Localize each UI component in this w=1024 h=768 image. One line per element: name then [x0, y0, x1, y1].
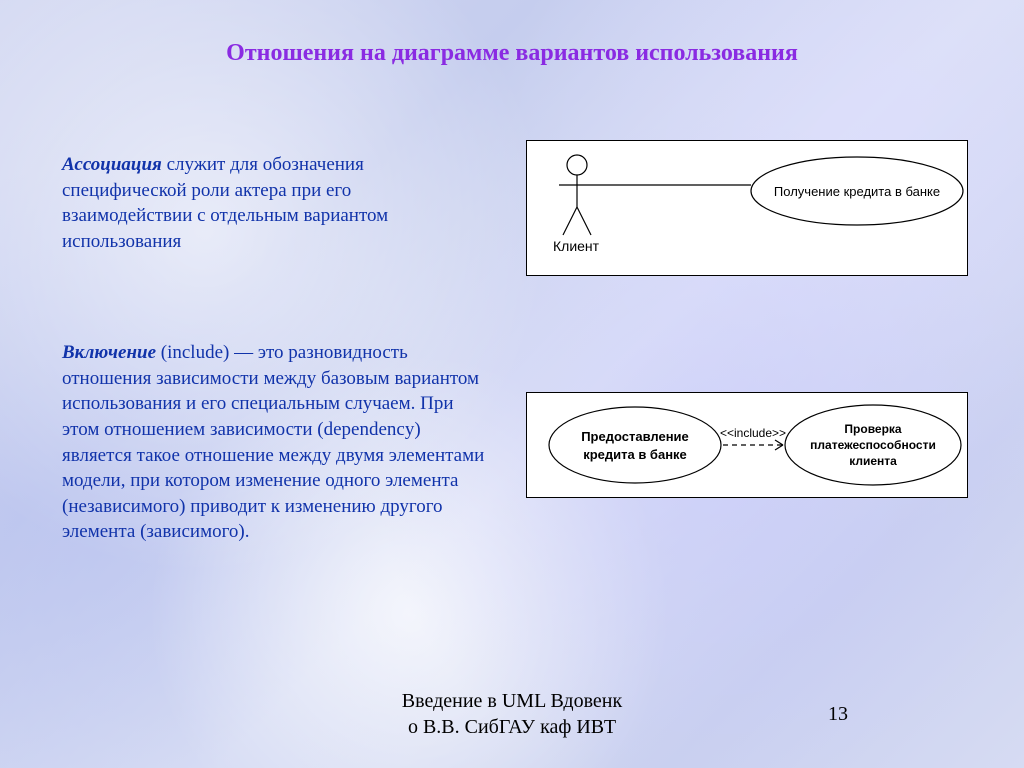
diagram-include: Предоставление кредита в банке Проверка пла… — [526, 392, 968, 498]
paragraph-association: Ассоциация служит для обозначения специф… — [62, 152, 462, 255]
term-include: Включение — [62, 342, 156, 363]
paragraph-include: Включение (include) — это разновидность … — [62, 340, 486, 545]
footer: Введение в UML Вдовенк о В.В. СибГАУ каф… — [0, 688, 1024, 740]
svg-text:Предоставление: Предоставление — [581, 429, 689, 444]
svg-text:кредита в банке: кредита в банке — [583, 447, 687, 462]
svg-text:платежеспособности: платежеспособности — [810, 438, 936, 452]
diagram-association: Клиент Получение кредита в банке — [526, 140, 968, 276]
svg-text:<<include>>: <<include>> — [720, 426, 786, 440]
footer-line2: о В.В. СибГАУ каф ИВТ — [408, 716, 616, 738]
svg-text:Клиент: Клиент — [553, 238, 600, 254]
text-include: (include) — это разновидность отношения … — [62, 342, 484, 542]
svg-text:клиента: клиента — [849, 454, 897, 468]
slide-title: Отношения на диаграмме вариантов использ… — [0, 0, 1024, 67]
term-association: Ассоциация — [62, 154, 162, 175]
diagram-association-svg: Клиент Получение кредита в банке — [527, 141, 969, 277]
page-number: 13 — [828, 703, 848, 726]
svg-text:Проверка: Проверка — [844, 422, 902, 436]
svg-text:Получение кредита в банке: Получение кредита в банке — [774, 184, 940, 199]
diagram-include-svg: Предоставление кредита в банке Проверка пла… — [527, 393, 969, 499]
footer-line1: Введение в UML Вдовенк — [402, 690, 622, 712]
slide: Отношения на диаграмме вариантов использ… — [0, 0, 1024, 768]
